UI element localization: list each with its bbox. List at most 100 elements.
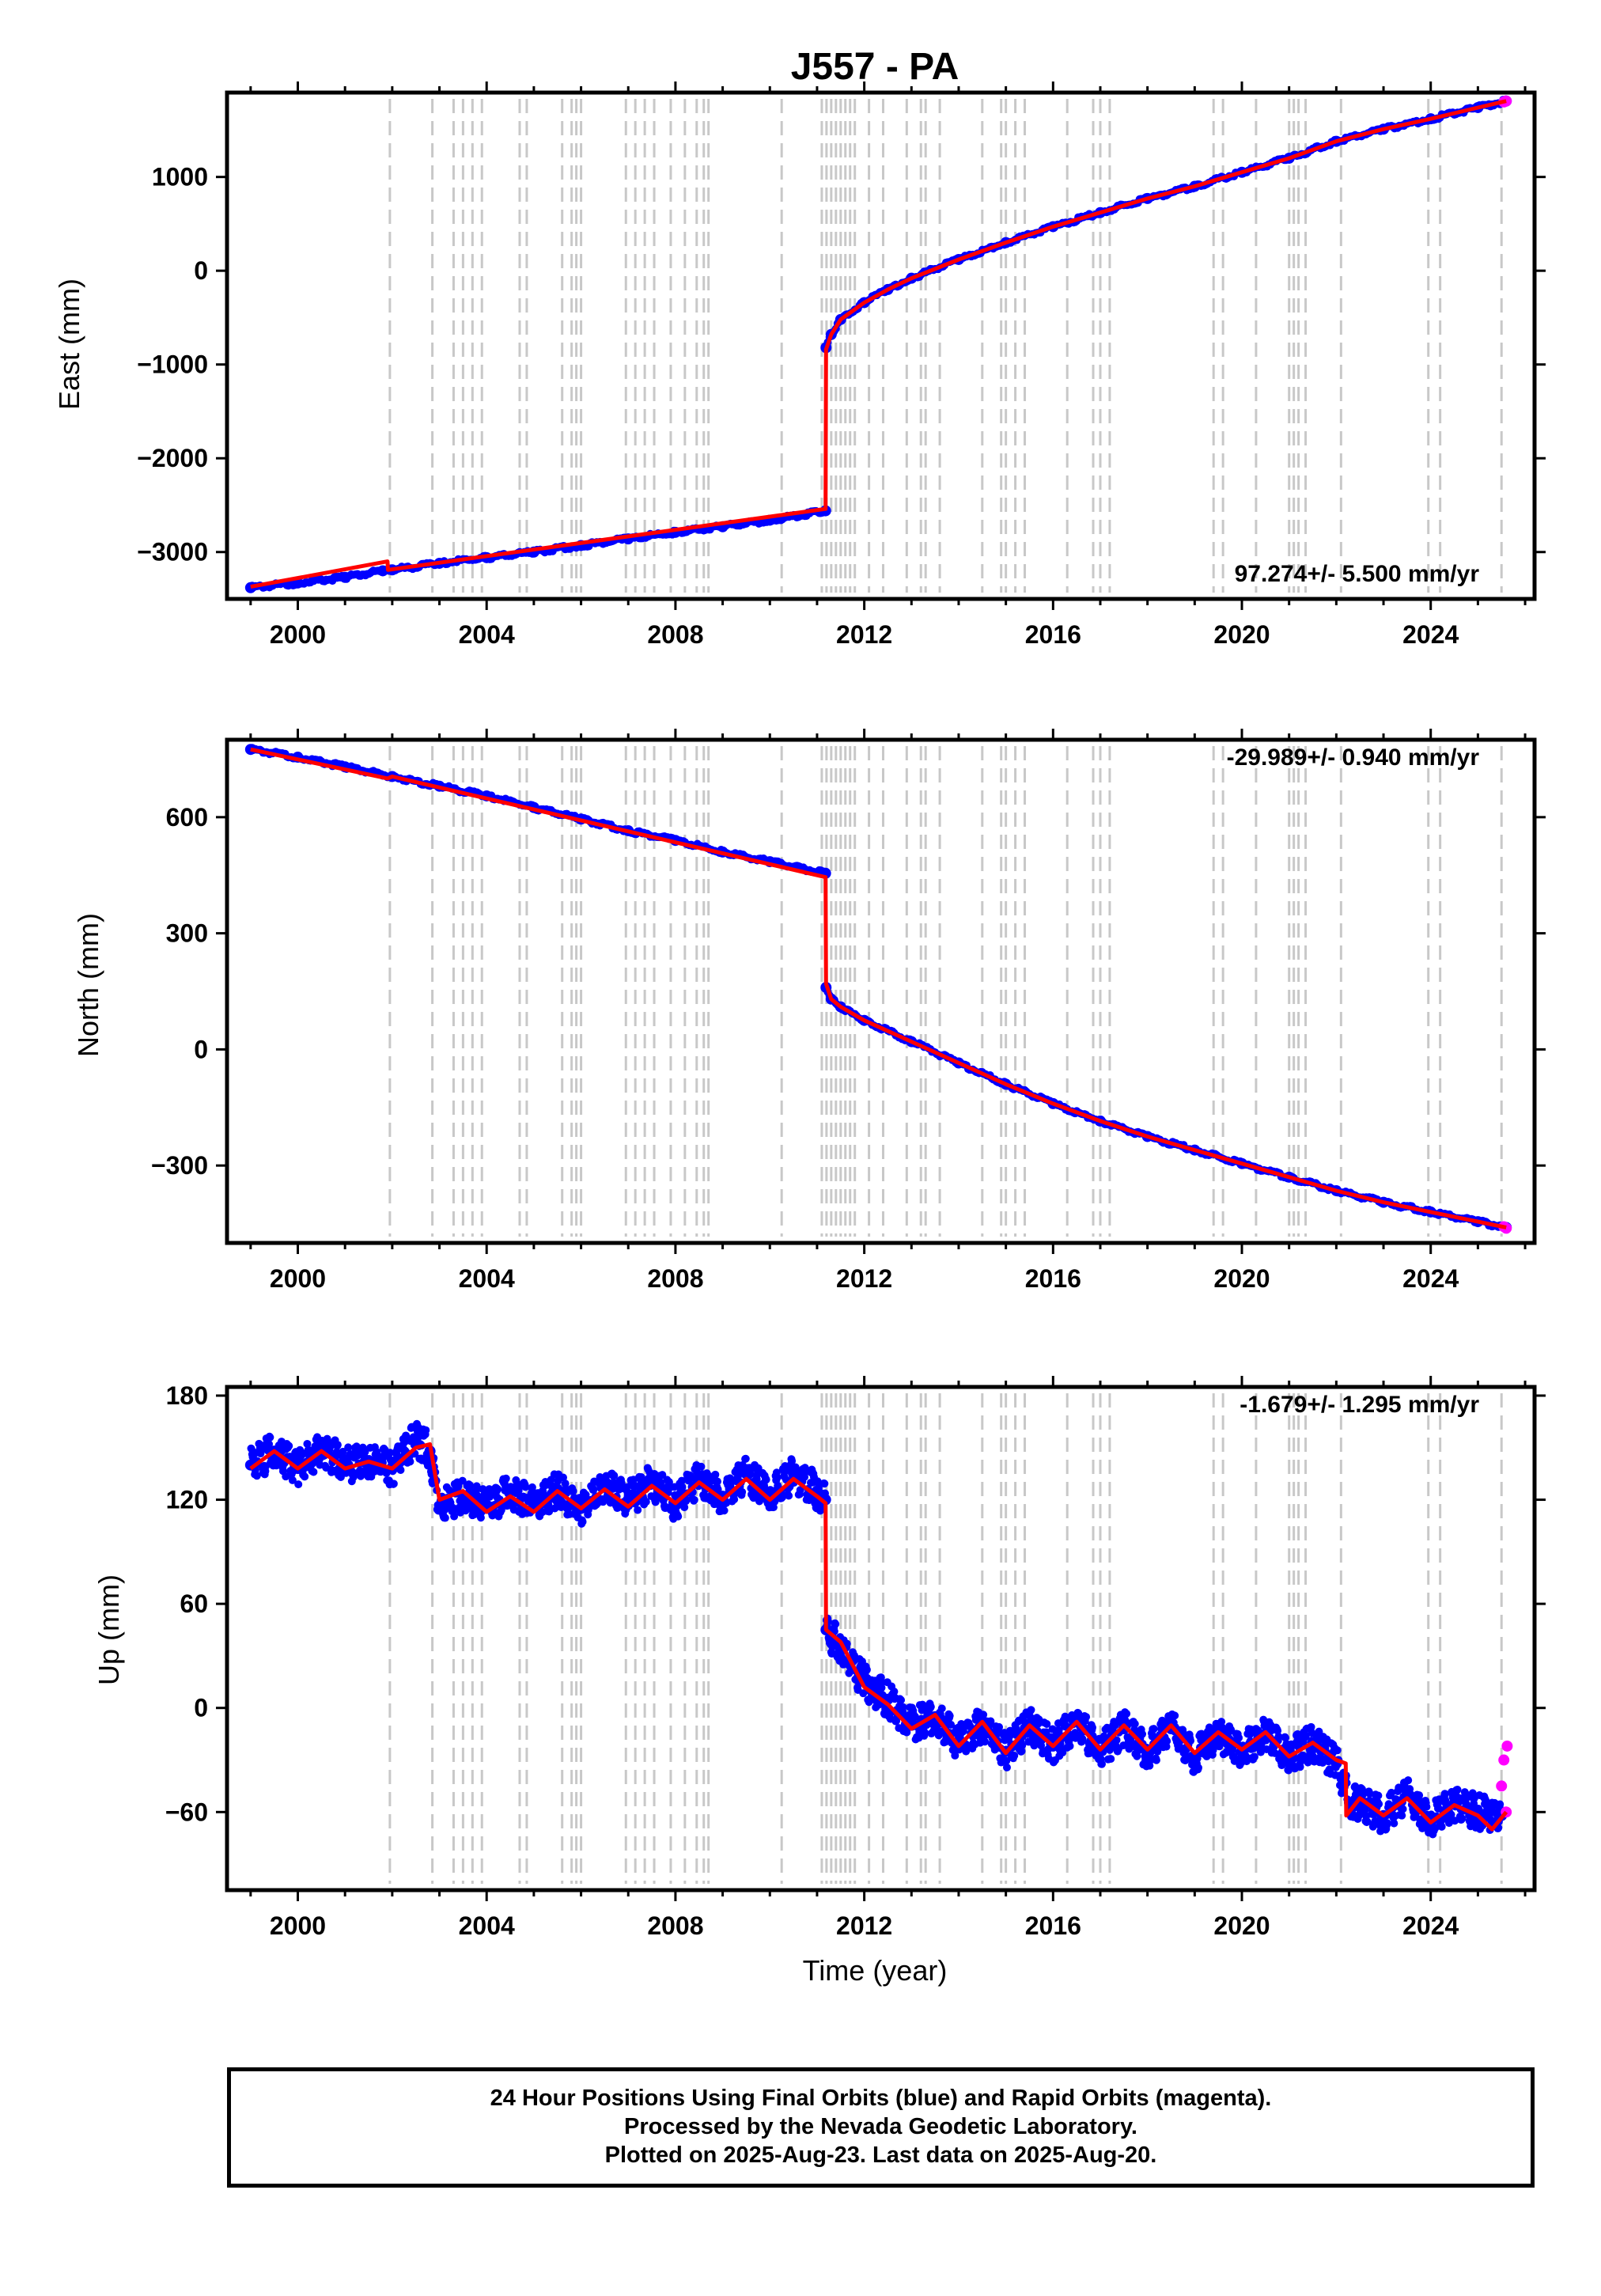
north-ytick-label-0: −300 — [151, 1151, 208, 1180]
up-point-fill — [1097, 1760, 1106, 1768]
up-point-fill — [1152, 1756, 1160, 1764]
east-frame — [225, 90, 1537, 601]
up-point-fill — [581, 1491, 590, 1499]
up-point-fill — [690, 1495, 698, 1504]
east-xtick-label-2: 2008 — [647, 620, 703, 649]
up-rate-label: -1.679+/- 1.295 mm/yr — [1240, 1392, 1479, 1418]
up-xtick-label-6: 2024 — [1402, 1911, 1459, 1940]
up-point-fill — [1194, 1764, 1202, 1772]
up-point-fill — [713, 1485, 722, 1494]
up-point-fill — [773, 1473, 782, 1482]
up-point-fill — [1017, 1747, 1026, 1756]
up-point-fill — [746, 1470, 755, 1479]
north-ylabel: North (mm) — [72, 913, 104, 1057]
up-xtick-label-3: 2012 — [836, 1911, 892, 1940]
up-point-fill — [1235, 1733, 1243, 1742]
up-point-fill — [788, 1457, 797, 1465]
up-point-fill — [1122, 1709, 1131, 1718]
up-ylabel: Up (mm) — [93, 1574, 125, 1685]
up-point-fill — [842, 1639, 851, 1648]
up-ytick-label-2: 60 — [180, 1589, 208, 1618]
up-point-fill — [674, 1512, 683, 1521]
up-point-fill — [951, 1751, 959, 1760]
up-point-fill — [386, 1449, 395, 1457]
footer-line-2: Processed by the Nevada Geodetic Laborat… — [624, 2114, 1137, 2139]
east-ytick-label-0: −3000 — [137, 538, 208, 566]
up-point-fill — [697, 1462, 706, 1471]
up-point-fill — [406, 1457, 414, 1466]
up-point-fill — [265, 1440, 274, 1449]
up-point-fill — [959, 1726, 967, 1735]
up-point-fill — [285, 1442, 293, 1450]
up-point-fill — [354, 1451, 362, 1460]
north-xtick-label-1: 2004 — [459, 1264, 515, 1293]
up-point-fill — [423, 1461, 432, 1470]
footer-line-3: Plotted on 2025-Aug-23. Last data on 202… — [604, 2143, 1157, 2168]
up-point-fill — [862, 1665, 871, 1674]
up-point-fill — [1171, 1711, 1179, 1720]
up-point-fill — [1390, 1819, 1399, 1828]
up-point-fill — [589, 1485, 598, 1494]
up-point-fill — [465, 1481, 474, 1490]
east-model-line — [250, 99, 1507, 589]
up-point-fill — [937, 1704, 946, 1713]
up-panel: Up (mm) -1.679+/- 1.295 mm/yr −60 0 60 120 1… — [93, 1376, 1546, 1940]
east-panel: East (mm) 97.274+/- 5.500 mm/yr −3000 −20… — [53, 81, 1546, 649]
east-ytick-label-2: −1000 — [137, 350, 208, 379]
up-point-fill — [634, 1506, 642, 1514]
up-point-fill — [1399, 1805, 1407, 1813]
up-point-fill — [402, 1431, 411, 1440]
north-xtick-label-6: 2024 — [1402, 1264, 1459, 1293]
up-point-fill — [545, 1507, 554, 1516]
footer-line-1: 24 Hour Positions Using Final Orbits (bl… — [490, 2086, 1272, 2111]
east-ytick-label-3: 0 — [194, 256, 208, 285]
up-point-fill — [910, 1712, 919, 1721]
up-point-0 — [1496, 1780, 1508, 1792]
up-point-fill — [361, 1448, 369, 1457]
up-point-fill — [332, 1448, 341, 1457]
up-point-fill — [720, 1506, 729, 1515]
up-point-fill — [1422, 1802, 1431, 1811]
up-point-fill — [569, 1487, 577, 1495]
up-point-fill — [1250, 1752, 1258, 1761]
up-point-fill — [389, 1480, 398, 1488]
up-point-fill — [1149, 1725, 1158, 1733]
up-point-fill — [831, 1620, 840, 1628]
up-point-fill — [1374, 1791, 1383, 1800]
up-point-fill — [903, 1728, 911, 1737]
east-ytick-label-1: −2000 — [137, 444, 208, 472]
east-point-1 — [1501, 95, 1512, 107]
up-point-fill — [559, 1473, 568, 1482]
up-xtick-label-1: 2004 — [459, 1911, 515, 1940]
up-point-fill — [1043, 1719, 1051, 1728]
up-point-fill — [1054, 1726, 1063, 1734]
up-point-fill — [762, 1476, 770, 1484]
north-xtick-label-0: 2000 — [270, 1264, 326, 1293]
up-point-fill — [1375, 1800, 1383, 1809]
up-point-fill — [947, 1720, 956, 1729]
north-series-final — [244, 744, 1512, 1233]
up-point-fill — [642, 1498, 650, 1506]
up-point-fill — [1042, 1728, 1050, 1737]
up-point-fill — [1333, 1746, 1342, 1755]
up-point-fill — [294, 1480, 303, 1489]
east-series-final — [244, 95, 1512, 593]
up-point-fill — [617, 1478, 626, 1487]
east-xtick-label-0: 2000 — [270, 620, 326, 649]
up-point-fill — [1002, 1763, 1011, 1771]
north-ytick-label-3: 600 — [166, 803, 208, 832]
up-point-fill — [1065, 1741, 1074, 1750]
up-point-fill — [678, 1483, 687, 1491]
up-point-fill — [1058, 1749, 1067, 1757]
up-point-fill — [1082, 1713, 1091, 1722]
north-model-line — [250, 747, 1507, 1229]
up-point-fill — [1437, 1822, 1446, 1831]
up-point-fill — [979, 1711, 988, 1719]
up-point-fill — [1107, 1755, 1115, 1764]
up-point-fill — [738, 1487, 747, 1496]
east-ylabel: East (mm) — [53, 278, 85, 410]
up-ytick-label-0: −60 — [165, 1798, 208, 1826]
plot-title: J557 - PA — [791, 46, 959, 88]
east-xtick-label-1: 2004 — [459, 620, 515, 649]
up-xtick-label-2: 2008 — [647, 1911, 703, 1940]
